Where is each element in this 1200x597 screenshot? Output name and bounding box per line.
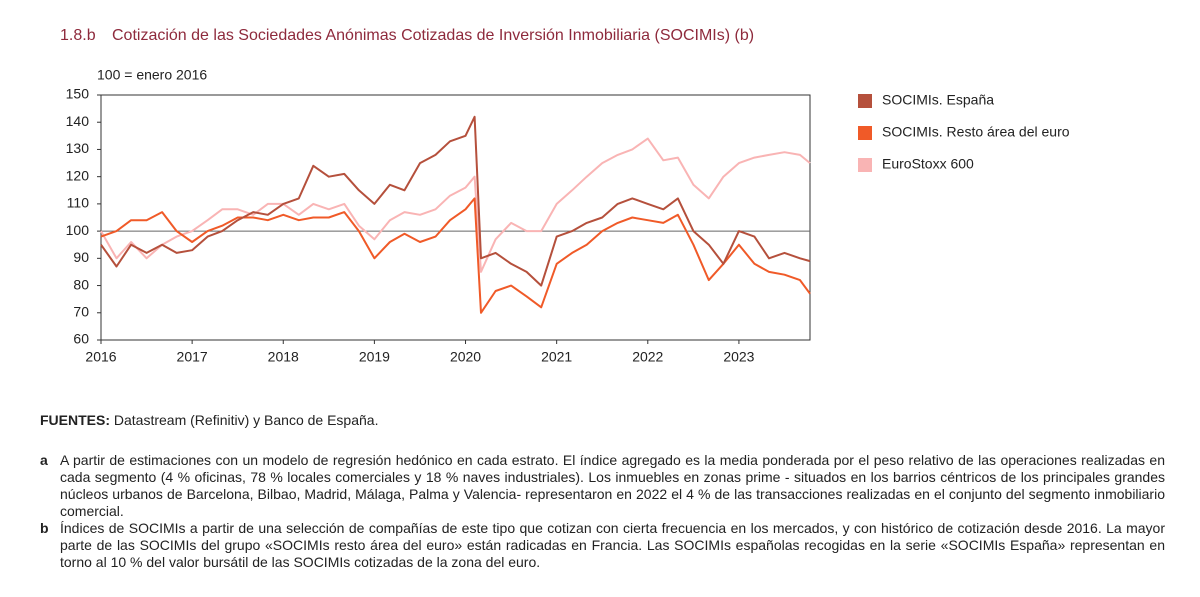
sources-label: FUENTES: [40,412,110,428]
legend-swatch [858,94,872,108]
legend-label: EuroStoxx 600 [882,156,974,172]
legend-label: SOCIMIs. España [882,92,994,108]
y-tick-label: 150 [66,86,90,102]
notes: a A partir de estimaciones con un modelo … [40,452,1165,571]
note: b Índices de SOCIMIs a partir de una sele… [40,520,1165,571]
chart-number: 1.8.b [60,27,96,44]
chart-title: Cotización de las Sociedades Anónimas Co… [112,27,754,44]
note-text: Índices de SOCIMIs a partir de una selec… [60,520,1165,570]
y-axis-label: 100 = enero 2016 [97,67,207,83]
y-tick-label: 90 [73,249,89,265]
note-marker: a [40,452,48,468]
y-tick-label: 120 [66,167,90,183]
y-tick-label: 130 [66,140,90,156]
x-tick-label: 2022 [632,349,663,365]
series-line [100,137,811,273]
y-tick-label: 110 [67,195,90,211]
x-tick-label: 2023 [723,349,754,365]
note-marker: b [40,520,49,536]
legend-label: SOCIMIs. Resto área del euro [882,124,1070,140]
x-tick-label: 2020 [450,349,481,365]
x-tick-label: 2017 [177,349,208,365]
x-tick-label: 2016 [85,349,116,365]
sources: FUENTES: Datastream (Refinitiv) y Banco … [40,412,1165,429]
note-text: A partir de estimaciones con un modelo d… [60,452,1165,519]
x-tick-label: 2019 [359,349,390,365]
x-tick-label: 2018 [268,349,299,365]
chart: 1.8.b Cotización de las Sociedades Anóni… [60,27,1070,365]
legend-swatch [858,158,872,172]
y-tick-label: 140 [66,113,90,129]
legend-swatch [858,126,872,140]
series-line [100,115,811,287]
x-tick-label: 2021 [541,349,572,365]
y-tick-label: 80 [73,276,89,292]
plot-frame [100,94,811,341]
y-tick-label: 60 [73,331,89,347]
note: a A partir de estimaciones con un modelo … [40,452,1165,520]
sources-text: Datastream (Refinitiv) y Banco de España… [113,412,379,428]
y-tick-label: 70 [73,303,89,319]
series-line [100,197,811,314]
y-tick-label: 100 [66,222,90,238]
